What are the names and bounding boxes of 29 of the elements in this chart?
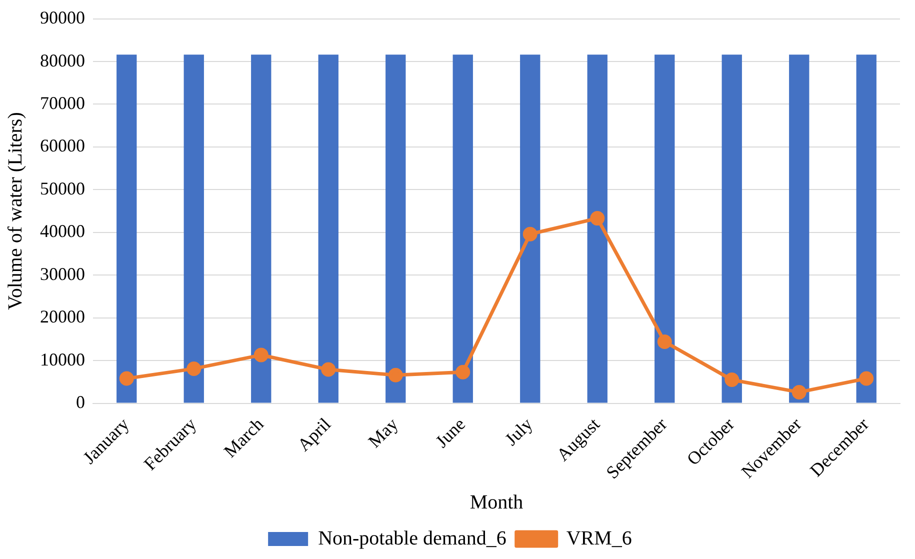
y-tick-label: 0 — [76, 392, 85, 412]
x-tick-label: June — [432, 414, 470, 452]
point — [186, 361, 202, 376]
point — [859, 371, 874, 386]
point — [119, 371, 134, 386]
x-tick-label: May — [364, 414, 402, 452]
y-axis-title: Volume of water (Liters) — [4, 112, 26, 310]
point — [590, 211, 605, 226]
y-tick-label: 40000 — [40, 221, 85, 242]
point — [522, 226, 538, 242]
point — [724, 372, 740, 388]
point — [388, 368, 403, 382]
y-tick-label: 30000 — [40, 264, 85, 284]
y-tick-label: 80000 — [40, 50, 85, 70]
y-tick-label: 50000 — [40, 178, 85, 198]
y-tick-label: 10000 — [40, 349, 85, 370]
point — [321, 362, 336, 377]
y-tick-label: 90000 — [40, 8, 85, 28]
point — [456, 364, 470, 380]
x-tick-label: July — [500, 414, 536, 450]
point — [254, 348, 268, 362]
y-tick-label: 60000 — [40, 136, 85, 156]
y-tick-label: 20000 — [40, 306, 85, 327]
legend-label: VRM_6 — [566, 527, 632, 550]
point — [792, 384, 806, 400]
legend-label: Non-potable demand_6 — [318, 527, 506, 550]
x-axis-title: Month — [470, 491, 524, 514]
y-tick-label: 70000 — [40, 92, 85, 113]
point — [657, 334, 672, 350]
